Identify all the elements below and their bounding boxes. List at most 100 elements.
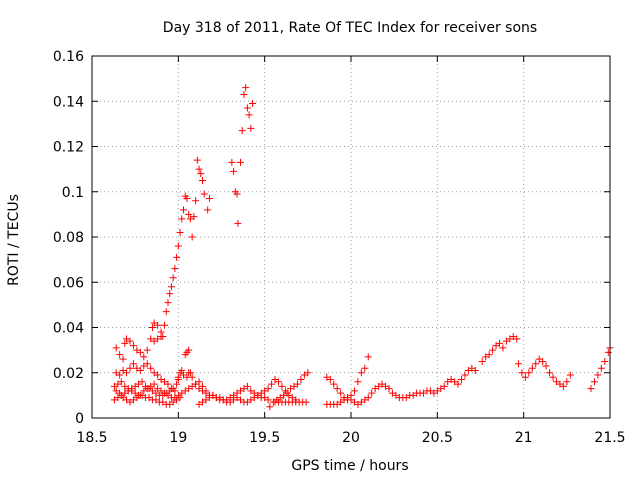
data-point <box>173 253 181 261</box>
data-point <box>116 389 124 397</box>
data-point <box>112 344 120 352</box>
data-point <box>192 380 200 388</box>
data-point <box>539 357 547 365</box>
data-point <box>242 84 250 92</box>
data-point <box>245 111 253 119</box>
data-point <box>161 321 169 329</box>
data-point <box>243 382 251 390</box>
data-point <box>174 242 182 250</box>
data-point <box>604 348 612 356</box>
data-point <box>154 321 162 329</box>
data-point <box>186 369 194 377</box>
data-point <box>499 344 507 352</box>
tick-labels: 18.5 19 19.5 20 20.5 21 21.5 0 0.02 0.04 0.06 0.08 0… <box>53 49 626 446</box>
data-point <box>333 385 341 393</box>
x-tick-label: 21 <box>515 430 533 446</box>
y-tick-label: 0.1 <box>62 185 84 201</box>
data-points <box>110 84 614 411</box>
data-point <box>228 158 236 166</box>
data-point <box>587 385 595 393</box>
data-point <box>126 364 134 372</box>
data-point <box>148 324 156 331</box>
data-point <box>138 378 146 386</box>
data-point <box>240 90 248 98</box>
data-point <box>136 391 144 399</box>
x-axis-label: GPS time / hours <box>291 458 408 474</box>
x-tick-label: 19.5 <box>249 430 280 446</box>
data-point <box>361 364 369 372</box>
data-point <box>199 176 207 184</box>
data-point <box>471 366 479 374</box>
data-point <box>166 290 174 298</box>
data-point <box>192 197 200 205</box>
x-tick-label: 20.5 <box>422 430 453 446</box>
x-tick-label: 21.5 <box>594 430 625 446</box>
data-point <box>495 339 503 347</box>
y-tick-label: 0.14 <box>53 94 84 110</box>
data-point <box>364 394 372 402</box>
data-point <box>525 369 533 377</box>
data-point <box>123 369 131 377</box>
axis-ticks <box>91 55 611 419</box>
data-point <box>178 366 186 374</box>
data-point <box>563 378 571 386</box>
data-point <box>197 170 205 178</box>
data-point <box>121 339 129 347</box>
data-point <box>302 398 310 406</box>
data-point <box>283 389 291 397</box>
data-point <box>566 371 574 379</box>
data-point <box>140 353 148 361</box>
data-point <box>143 360 151 368</box>
data-point <box>274 378 282 386</box>
data-point <box>236 158 244 166</box>
data-point <box>195 165 203 173</box>
data-point <box>129 360 137 368</box>
data-point <box>264 396 272 404</box>
data-point <box>188 373 196 381</box>
y-tick-label: 0.16 <box>53 49 84 65</box>
data-point <box>542 362 550 370</box>
data-point <box>169 274 177 282</box>
data-point <box>190 213 198 221</box>
data-point <box>164 380 172 388</box>
data-point <box>385 385 393 393</box>
chart-title: Day 318 of 2011, Rate Of TEC Index for r… <box>163 20 537 36</box>
data-point <box>337 389 345 397</box>
data-point <box>513 335 521 343</box>
data-point <box>174 373 182 381</box>
data-point <box>136 348 144 356</box>
data-point <box>590 378 598 386</box>
data-point <box>268 380 276 388</box>
data-point <box>129 342 137 350</box>
data-point <box>350 387 358 395</box>
data-point <box>136 366 144 374</box>
data-point <box>264 385 272 393</box>
data-point <box>126 337 134 345</box>
data-point <box>518 369 526 377</box>
data-point <box>485 351 493 359</box>
y-tick-label: 0.04 <box>53 321 84 337</box>
y-tick-label: 0.06 <box>53 275 84 291</box>
data-point <box>478 357 486 365</box>
x-tick-label: 18.5 <box>76 430 107 446</box>
data-point <box>238 127 246 135</box>
data-point <box>297 376 305 384</box>
data-point <box>249 100 257 108</box>
data-point <box>200 190 208 198</box>
data-point <box>116 351 124 359</box>
grid-lines <box>92 56 610 418</box>
data-point <box>532 360 540 368</box>
data-point <box>454 380 462 388</box>
data-point <box>147 364 155 372</box>
data-point <box>330 380 338 388</box>
data-point <box>559 382 567 390</box>
y-tick-label: 0 <box>75 411 84 427</box>
data-point <box>150 380 158 388</box>
data-point <box>230 167 238 175</box>
data-point <box>176 228 184 236</box>
data-point <box>205 195 213 203</box>
x-tick-label: 19 <box>169 430 187 446</box>
data-point <box>193 156 201 164</box>
data-point <box>521 373 529 381</box>
data-point <box>594 371 602 379</box>
